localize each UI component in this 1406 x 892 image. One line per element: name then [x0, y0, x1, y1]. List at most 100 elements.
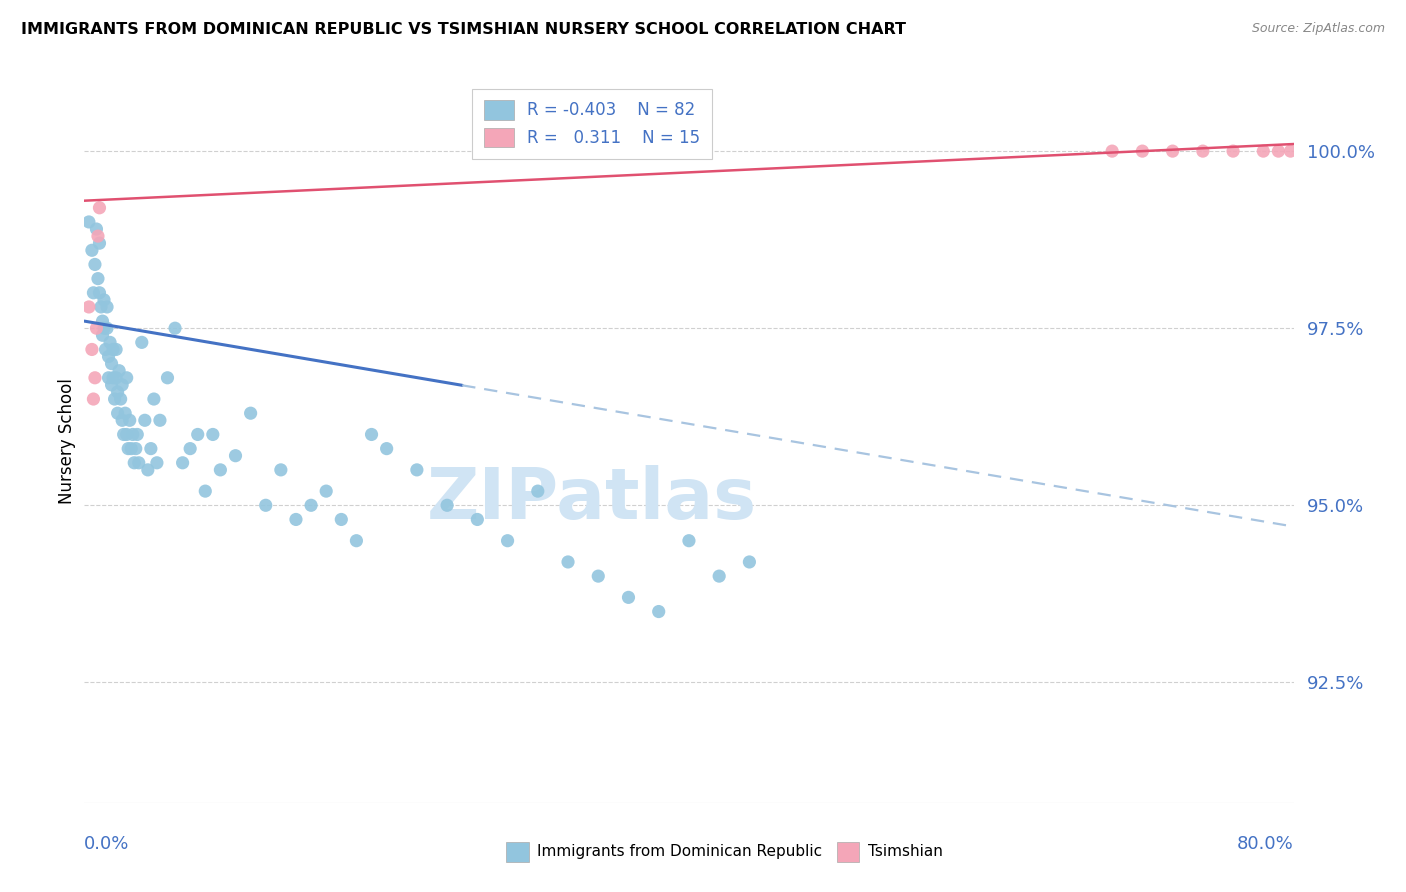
Point	[91, 328, 114, 343]
Point	[89, 236, 111, 251]
Point	[107, 384, 129, 399]
Point	[125, 442, 148, 456]
Point	[117, 442, 139, 456]
Point	[82, 392, 104, 406]
Point	[84, 257, 107, 271]
Text: IMMIGRANTS FROM DOMINICAN REPUBLIC VS TSIMSHIAN NURSERY SCHOOL CORRELATION CHART: IMMIGRANTS FROM DOMINICAN REPUBLIC VS TS…	[21, 22, 905, 37]
Legend: R = -0.403    N = 82, R =   0.311    N = 15: R = -0.403 N = 82, R = 0.311 N = 15	[472, 88, 711, 159]
Point	[120, 442, 142, 456]
Point	[111, 377, 134, 392]
Point	[101, 371, 124, 385]
Point	[139, 442, 162, 456]
Point	[360, 427, 382, 442]
Point	[96, 321, 118, 335]
Text: 80.0%: 80.0%	[1237, 835, 1294, 854]
Point	[1222, 144, 1244, 158]
Point	[100, 377, 122, 392]
Point	[127, 427, 149, 442]
Point	[1192, 144, 1215, 158]
Point	[270, 463, 292, 477]
Point	[179, 442, 201, 456]
Point	[254, 498, 277, 512]
Point	[201, 427, 224, 442]
Point	[149, 413, 172, 427]
Point	[111, 413, 134, 427]
Point	[89, 285, 111, 300]
Point	[87, 229, 110, 244]
Point	[209, 463, 232, 477]
Point	[114, 406, 136, 420]
Point	[97, 371, 120, 385]
Point	[77, 215, 100, 229]
Point	[112, 427, 135, 442]
Point	[165, 321, 187, 335]
Point	[557, 555, 579, 569]
Text: Tsimshian: Tsimshian	[868, 845, 942, 859]
Point	[194, 484, 217, 499]
Point	[436, 498, 458, 512]
Point	[709, 569, 731, 583]
Point	[115, 427, 138, 442]
Point	[172, 456, 194, 470]
Point	[108, 364, 131, 378]
Point	[90, 300, 112, 314]
Point	[84, 371, 107, 385]
Point	[122, 456, 145, 470]
Point	[128, 456, 150, 470]
Point	[187, 427, 209, 442]
Point	[225, 449, 247, 463]
Point	[136, 463, 159, 477]
Point	[375, 442, 398, 456]
Point	[1130, 144, 1153, 158]
Point	[134, 413, 156, 427]
Point	[299, 498, 322, 512]
Point	[110, 392, 132, 406]
Point	[91, 314, 114, 328]
Point	[101, 343, 124, 357]
Point	[93, 293, 115, 307]
Point	[104, 392, 127, 406]
Point	[131, 335, 153, 350]
Point	[346, 533, 368, 548]
Point	[89, 201, 111, 215]
Point	[239, 406, 262, 420]
Point	[285, 512, 308, 526]
Point	[406, 463, 429, 477]
Y-axis label: Nursery School: Nursery School	[58, 378, 76, 505]
Text: Source: ZipAtlas.com: Source: ZipAtlas.com	[1251, 22, 1385, 36]
Point	[678, 533, 700, 548]
Point	[100, 357, 122, 371]
Point	[105, 343, 128, 357]
Point	[156, 371, 179, 385]
Point	[146, 456, 169, 470]
Point	[1101, 144, 1123, 158]
Point	[80, 244, 103, 258]
Point	[1253, 144, 1275, 158]
Point	[315, 484, 337, 499]
Text: 0.0%: 0.0%	[84, 835, 129, 854]
Point	[118, 413, 141, 427]
Point	[80, 343, 103, 357]
Point	[94, 343, 117, 357]
Point	[107, 406, 129, 420]
Point	[93, 321, 115, 335]
Point	[142, 392, 165, 406]
Point	[86, 321, 108, 335]
Point	[97, 350, 120, 364]
Point	[98, 335, 121, 350]
Point	[86, 222, 108, 236]
Point	[1161, 144, 1184, 158]
Point	[588, 569, 610, 583]
Point	[467, 512, 489, 526]
Point	[121, 427, 143, 442]
Point	[648, 605, 671, 619]
Point	[738, 555, 761, 569]
Text: ZIPatlas: ZIPatlas	[427, 465, 758, 533]
Point	[617, 591, 640, 605]
Point	[77, 300, 100, 314]
Text: Immigrants from Dominican Republic: Immigrants from Dominican Republic	[537, 845, 823, 859]
Point	[96, 300, 118, 314]
Point	[1279, 144, 1302, 158]
Point	[330, 512, 353, 526]
Point	[115, 371, 138, 385]
